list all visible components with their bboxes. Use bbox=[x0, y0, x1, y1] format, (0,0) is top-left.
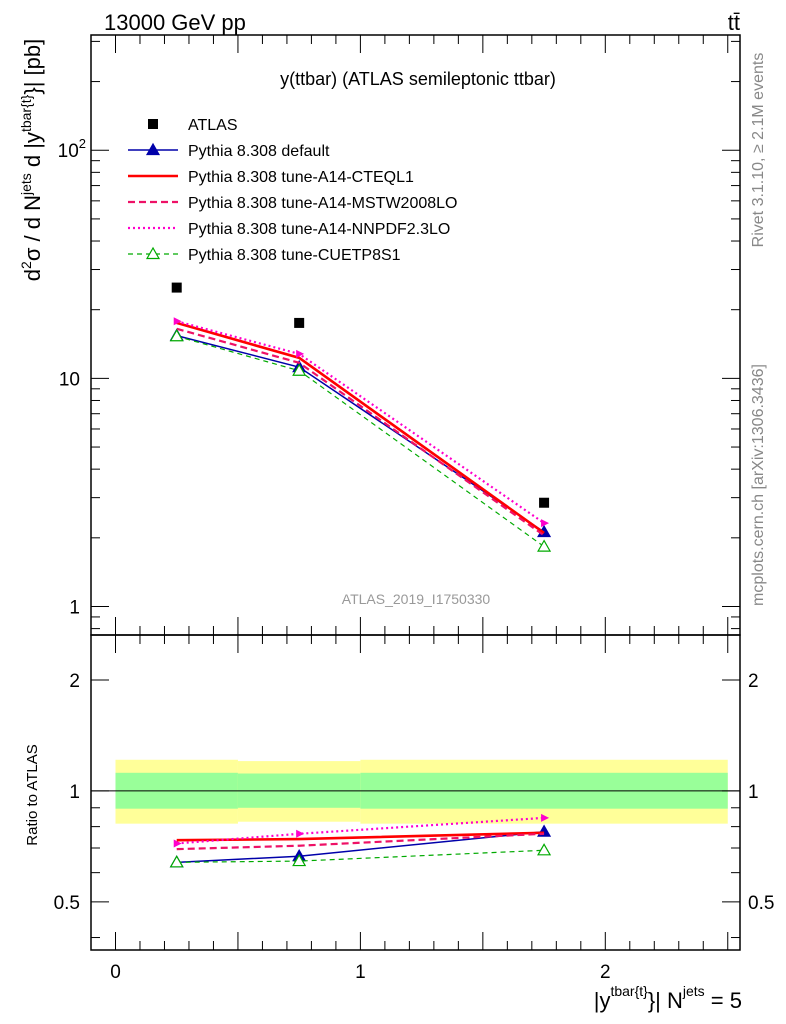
ratio-point-4 bbox=[292, 853, 307, 867]
series-point-3 bbox=[541, 519, 550, 528]
legend-label-2: Pythia 8.308 tune-A14-MSTW2008LO bbox=[188, 195, 457, 212]
ylabel-mid2: d |y bbox=[20, 132, 45, 173]
x-tick-label: 1 bbox=[355, 962, 366, 983]
ratio-y-tick-labels: 0.5 0.5 1 1 2 2 bbox=[54, 671, 775, 914]
ratio-point-3 bbox=[541, 813, 550, 822]
ylabel-sup1: 2 bbox=[18, 261, 34, 269]
ratio-line-3 bbox=[176, 816, 545, 845]
legend-label-4: Pythia 8.308 tune-CUETP8S1 bbox=[188, 247, 401, 264]
ratio-series-layer bbox=[169, 813, 552, 868]
main-y-tick-labels: 1 10 102 bbox=[58, 136, 86, 618]
series-point-3 bbox=[296, 349, 305, 358]
ratio-y-tick-label: 2 bbox=[69, 671, 80, 692]
series-line-0 bbox=[176, 334, 545, 533]
x-tick-labels: 0 1 2 bbox=[110, 962, 610, 983]
process-label: tt̄ bbox=[728, 10, 740, 35]
xlabel-sup2: jets bbox=[682, 983, 705, 999]
legend-label-0: Pythia 8.308 default bbox=[188, 143, 330, 160]
main-axis-ticks bbox=[90, 35, 740, 635]
ylabel-sup2: jets bbox=[18, 173, 34, 196]
ratio-y-axis-label: Ratio to ATLAS bbox=[24, 744, 41, 845]
ratio-y-tick-label-right: 1 bbox=[748, 782, 759, 803]
series-line-4 bbox=[176, 335, 545, 548]
main-y-tick-label: 1 bbox=[69, 597, 80, 618]
analysis-label: ATLAS_2019_I1750330 bbox=[342, 591, 491, 607]
ylabel-prefix: d bbox=[20, 269, 45, 281]
xlabel-tail: = 5 bbox=[705, 988, 742, 1013]
series-line-1 bbox=[176, 321, 545, 535]
svg-text:d2σ / d Njets d |ytbar{t}}| [p: d2σ / d Njets d |ytbar{t}}| [pb] bbox=[18, 39, 45, 281]
mcplots-label: mcplots.cern.ch [arXiv:1306.3436] bbox=[750, 364, 767, 606]
x-tick-label: 2 bbox=[600, 962, 611, 983]
ratio-uncertainty-bands bbox=[115, 759, 728, 824]
series-point-4 bbox=[292, 363, 307, 376]
main-panel: 1 10 102 y(ttbar) (ATLAS semileptonic ttba… bbox=[18, 34, 741, 636]
series-point-3 bbox=[173, 317, 182, 326]
main-y-axis-label: d2σ / d Njets d |ytbar{t}}| [pb] bbox=[18, 39, 45, 281]
legend: ATLAS Pythia 8.308 default Pythia 8.308 tu… bbox=[128, 117, 457, 264]
ratio-frame bbox=[90, 634, 741, 951]
ratio-axis-ticks bbox=[90, 635, 740, 950]
xlabel-pre: |y bbox=[594, 988, 611, 1013]
ratio-point-3 bbox=[296, 829, 305, 838]
ratio-line-2 bbox=[176, 832, 545, 851]
main-series-layer bbox=[169, 282, 552, 552]
ratio-point-4 bbox=[537, 843, 552, 856]
xlabel-mid: }| N bbox=[648, 988, 683, 1013]
chart-title: y(ttbar) (ATLAS semileptonic ttbar) bbox=[280, 69, 556, 89]
ylabel-tail: }| [pb] bbox=[20, 39, 45, 95]
ratio-point-3 bbox=[173, 839, 182, 848]
legend-marker-data bbox=[148, 119, 158, 129]
legend-label-1: Pythia 8.308 tune-A14-CTEQL1 bbox=[188, 169, 414, 186]
main-y-tick-label: 102 bbox=[58, 136, 86, 162]
x-tick-label: 0 bbox=[110, 962, 121, 983]
legend-marker-4 bbox=[145, 246, 161, 260]
ratio-y-tick-label: 0.5 bbox=[54, 893, 80, 914]
rivet-label: Rivet 3.1.10, ≥ 2.1M events bbox=[750, 53, 767, 248]
series-point-4 bbox=[537, 539, 552, 552]
legend-label-3: Pythia 8.308 tune-A14-NNPDF2.3LO bbox=[188, 221, 450, 238]
ratio-y-tick-label: 1 bbox=[69, 782, 80, 803]
ylabel-mid1: σ / d N bbox=[20, 195, 45, 261]
ratio-y-tick-label-right: 0.5 bbox=[748, 893, 774, 914]
ratio-panel: 0.5 0.5 1 1 2 2 0 1 2 Ratio to ATLAS |ytbar{t}}… bbox=[24, 634, 775, 1013]
ylabel-sup3: tbar{t} bbox=[18, 94, 34, 132]
energy-label: 13000 GeV pp bbox=[104, 10, 246, 35]
data-point bbox=[171, 282, 182, 293]
ratio-y-tick-label-right: 2 bbox=[748, 671, 759, 692]
legend-marker-0 bbox=[145, 142, 161, 156]
x-axis-label: |ytbar{t}}| Njets = 5 bbox=[594, 983, 742, 1013]
series-point-4 bbox=[169, 329, 184, 342]
ratio-line-4 bbox=[176, 849, 545, 863]
legend-label-data: ATLAS bbox=[188, 117, 238, 134]
series-line-2 bbox=[176, 327, 545, 537]
data-point bbox=[539, 497, 550, 508]
ratio-point-4 bbox=[169, 855, 184, 868]
main-y-tick-label: 10 bbox=[59, 369, 80, 390]
data-point bbox=[294, 317, 305, 328]
xlabel-sup1: tbar{t} bbox=[610, 983, 648, 999]
